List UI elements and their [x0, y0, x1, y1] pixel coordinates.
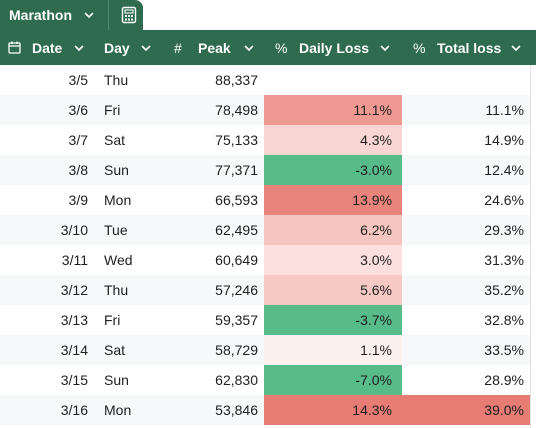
total-loss-cell[interactable]: 12.4% [484, 162, 524, 178]
day-cell[interactable]: Thu [104, 72, 129, 88]
total-loss-cell[interactable]: 24.6% [484, 192, 524, 208]
percent-type-icon: % [275, 39, 288, 56]
day-cell[interactable]: Thu [104, 282, 129, 298]
date-cell[interactable]: 3/6 [68, 102, 88, 118]
date-cell[interactable]: 3/10 [60, 222, 88, 238]
table-row[interactable]: 3/12 Thu 57,246 5.6% 35.2% [0, 275, 536, 305]
peak-cell[interactable]: 62,495 [215, 222, 258, 238]
table-row[interactable]: 3/9 Mon 66,593 13.9% 24.6% [0, 185, 536, 215]
chevron-down-icon[interactable] [243, 30, 255, 65]
date-cell[interactable]: 3/11 [61, 252, 88, 268]
daily-loss-cell[interactable]: -7.0% [264, 365, 402, 395]
calculator-icon[interactable] [120, 6, 138, 24]
peak-cell[interactable]: 75,133 [215, 132, 258, 148]
daily-loss-cell[interactable]: 4.3% [264, 125, 402, 155]
day-cell[interactable]: Sat [104, 342, 126, 358]
date-cell[interactable]: 3/16 [60, 402, 88, 418]
daily-loss-cell[interactable]: -3.0% [264, 155, 402, 185]
daily-loss-cell[interactable]: 3.0% [264, 245, 402, 275]
table-row[interactable]: 3/8 Sun 77,371 -3.0% 12.4% [0, 155, 536, 185]
date-cell[interactable]: 3/12 [60, 282, 88, 298]
daily-loss-cell[interactable]: 13.9% [264, 185, 402, 215]
chevron-down-icon[interactable] [82, 8, 96, 22]
grid-right-edge [530, 65, 536, 428]
daily-loss-cell[interactable]: -3.7% [264, 305, 402, 335]
total-loss-cell[interactable]: 33.5% [484, 342, 524, 358]
date-cell[interactable]: 3/8 [68, 162, 88, 178]
chevron-down-icon[interactable] [510, 30, 522, 65]
date-cell[interactable]: 3/7 [68, 132, 88, 148]
peak-cell[interactable]: 58,729 [215, 342, 258, 358]
day-cell[interactable]: Tue [104, 222, 128, 238]
peak-cell[interactable]: 77,371 [215, 162, 258, 178]
date-cell[interactable]: 3/14 [60, 342, 88, 358]
total-loss-cell[interactable] [402, 65, 530, 95]
table-row[interactable]: 3/14 Sat 58,729 1.1% 33.5% [0, 335, 536, 365]
day-cell[interactable]: Fri [104, 102, 121, 118]
table-row[interactable]: 3/13 Fri 59,357 -3.7% 32.8% [0, 305, 536, 335]
column-header-daily-loss[interactable]: Daily Loss [299, 39, 370, 56]
daily-loss-cell[interactable]: 14.3% [264, 395, 402, 425]
peak-cell[interactable]: 53,846 [215, 402, 258, 418]
sheet-tab-bar: Marathon [0, 0, 536, 30]
total-loss-cell[interactable]: 39.0% [402, 395, 530, 425]
daily-loss-cell[interactable]: 11.1% [264, 95, 402, 125]
date-cell[interactable]: 3/5 [68, 72, 88, 88]
table-row[interactable]: 3/6 Fri 78,498 11.1% 11.1% [0, 95, 536, 125]
peak-cell[interactable]: 60,649 [215, 252, 258, 268]
total-loss-cell[interactable]: 14.9% [484, 132, 524, 148]
tab-divider [108, 0, 109, 30]
day-cell[interactable]: Wed [104, 252, 133, 268]
table-row[interactable]: 3/7 Sat 75,133 4.3% 14.9% [0, 125, 536, 155]
column-header-day[interactable]: Day [104, 39, 130, 56]
total-loss-cell[interactable]: 31.3% [484, 252, 524, 268]
table-body: 3/5 Thu 88,337 3/6 Fri 78,498 11.1% 11.1… [0, 65, 536, 425]
total-loss-cell[interactable]: 29.3% [484, 222, 524, 238]
day-cell[interactable]: Mon [104, 402, 132, 418]
date-cell[interactable]: 3/9 [68, 192, 88, 208]
day-cell[interactable]: Sun [104, 162, 129, 178]
total-loss-cell[interactable]: 35.2% [484, 282, 524, 298]
peak-cell[interactable]: 66,593 [215, 192, 258, 208]
day-cell[interactable]: Mon [104, 192, 132, 208]
peak-cell[interactable]: 62,830 [215, 372, 258, 388]
peak-cell[interactable]: 78,498 [215, 102, 258, 118]
daily-loss-cell[interactable] [264, 65, 402, 95]
peak-cell[interactable]: 88,337 [215, 72, 258, 88]
column-header-total-loss[interactable]: Total loss [437, 39, 502, 56]
calendar-icon [8, 30, 21, 65]
total-loss-cell[interactable]: 11.1% [485, 102, 524, 118]
chevron-down-icon[interactable] [379, 30, 391, 65]
peak-cell[interactable]: 57,246 [215, 282, 258, 298]
total-loss-cell[interactable]: 32.8% [484, 312, 524, 328]
sheet-tab[interactable]: Marathon [0, 0, 143, 30]
day-cell[interactable]: Sun [104, 372, 129, 388]
total-loss-cell[interactable]: 28.9% [484, 372, 524, 388]
number-type-icon: # [174, 39, 182, 56]
daily-loss-cell[interactable]: 6.2% [264, 215, 402, 245]
table-row[interactable]: 3/16 Mon 53,846 14.3% 39.0% [0, 395, 536, 425]
table-row[interactable]: 3/5 Thu 88,337 [0, 65, 536, 95]
peak-cell[interactable]: 59,357 [215, 312, 258, 328]
column-header-date[interactable]: Date [32, 39, 63, 56]
daily-loss-cell[interactable]: 1.1% [264, 335, 402, 365]
column-header-row: Date Day # Peak % Daily Loss % Total los… [0, 30, 536, 65]
table-row[interactable]: 3/15 Sun 62,830 -7.0% 28.9% [0, 365, 536, 395]
percent-type-icon: % [413, 39, 426, 56]
column-header-peak[interactable]: Peak [198, 39, 231, 56]
day-cell[interactable]: Sat [104, 132, 126, 148]
day-cell[interactable]: Fri [104, 312, 121, 328]
chevron-down-icon[interactable] [73, 30, 85, 65]
date-cell[interactable]: 3/15 [60, 372, 88, 388]
chevron-down-icon[interactable] [140, 30, 152, 65]
table-row[interactable]: 3/11 Wed 60,649 3.0% 31.3% [0, 245, 536, 275]
date-cell[interactable]: 3/13 [60, 312, 88, 328]
daily-loss-cell[interactable]: 5.6% [264, 275, 402, 305]
table-row[interactable]: 3/10 Tue 62,495 6.2% 29.3% [0, 215, 536, 245]
sheet-tab-title[interactable]: Marathon [9, 7, 72, 23]
